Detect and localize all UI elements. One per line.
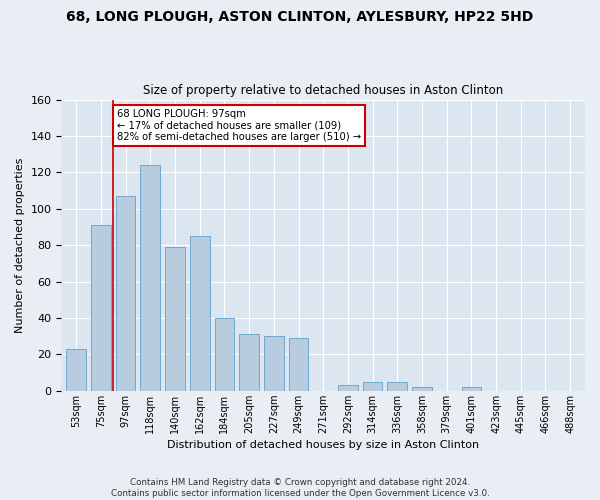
Bar: [140, 165, 160, 391]
Title: Size of property relative to detached houses in Aston Clinton: Size of property relative to detached ho…: [143, 84, 503, 97]
Bar: [388, 382, 407, 391]
Bar: [289, 338, 308, 391]
Bar: [461, 387, 481, 391]
Bar: [338, 386, 358, 391]
Bar: [165, 247, 185, 391]
Bar: [363, 382, 382, 391]
Bar: [239, 334, 259, 391]
Bar: [264, 336, 284, 391]
Text: 68 LONG PLOUGH: 97sqm
← 17% of detached houses are smaller (109)
82% of semi-det: 68 LONG PLOUGH: 97sqm ← 17% of detached …: [117, 108, 361, 142]
X-axis label: Distribution of detached houses by size in Aston Clinton: Distribution of detached houses by size …: [167, 440, 479, 450]
Bar: [67, 349, 86, 391]
Bar: [116, 196, 136, 391]
Bar: [91, 225, 111, 391]
Text: 68, LONG PLOUGH, ASTON CLINTON, AYLESBURY, HP22 5HD: 68, LONG PLOUGH, ASTON CLINTON, AYLESBUR…: [67, 10, 533, 24]
Text: Contains HM Land Registry data © Crown copyright and database right 2024.
Contai: Contains HM Land Registry data © Crown c…: [110, 478, 490, 498]
Bar: [215, 318, 234, 391]
Bar: [190, 236, 209, 391]
Bar: [412, 387, 432, 391]
Y-axis label: Number of detached properties: Number of detached properties: [15, 158, 25, 333]
